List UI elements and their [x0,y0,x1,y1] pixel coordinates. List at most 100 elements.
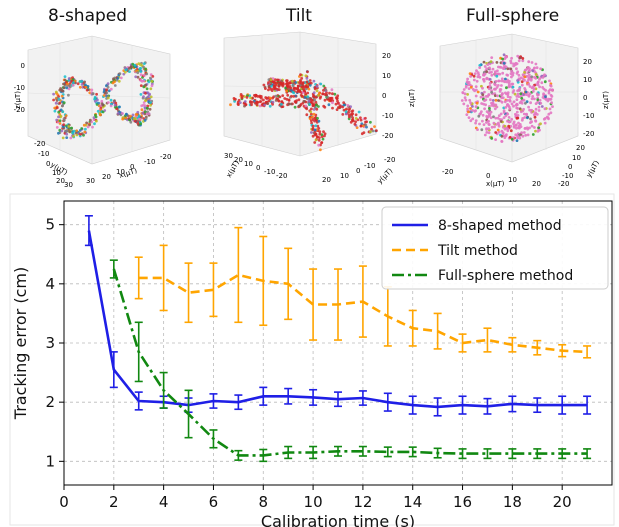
cloud-point [318,132,322,136]
cloud-point [522,131,526,134]
cloud-point [299,73,302,76]
cloud-point [517,73,521,77]
cloud-point [508,96,512,99]
cloud-point [540,105,544,108]
cloud-point [331,101,334,105]
cloud-point [67,87,71,91]
cloud-point [322,104,326,108]
cloud-point [510,75,513,79]
cloud-point [526,116,529,120]
cloud-point [509,59,513,63]
cloud-point [467,116,471,119]
cloud-point [536,83,540,87]
cloud-point [341,113,345,116]
cloud-point [245,96,249,99]
cloud-point [113,103,117,107]
cloud-point [533,75,536,79]
cloud-point [65,132,69,136]
cloud-point [128,118,131,122]
cloud-point [289,102,293,106]
cloud-point [466,93,469,96]
cloud-point [485,131,489,134]
cloud-point [469,75,472,78]
cloud-point [518,136,522,140]
cloud-point [83,80,86,84]
cloud-point [63,75,67,78]
cloud-point [551,88,554,92]
cloud-point [144,83,148,87]
cloud-point [146,104,150,108]
cloud-point [513,92,517,96]
cloud-point [494,83,497,87]
cloud-point [475,79,479,83]
cloud-point [542,87,546,91]
cloud-point [512,100,516,104]
cloud-point [354,113,358,117]
cloud-point [494,131,498,134]
cloud-point [543,117,547,120]
cloud-point [112,77,115,81]
cloud-point [510,137,514,141]
cloud-point [88,91,92,95]
cloud-point [520,94,523,98]
cloud-point [240,96,244,100]
y-tick-label: 4 [45,275,55,293]
cloud-point [502,134,506,138]
cloud-point [515,98,519,101]
cloud-point [483,72,487,76]
cloud-point [503,80,507,84]
cloud-point [319,148,322,152]
cloud-point [57,131,60,135]
cloud-point [504,77,507,81]
cloud-point [64,114,68,117]
cloud-point [507,116,511,119]
cloud-point [354,120,357,124]
cloud-point [139,70,143,73]
cloud-point [482,78,486,81]
cloud-point [274,81,278,85]
cloud-point [510,82,514,86]
cloud-point [361,124,365,128]
cloud-point [469,101,472,105]
cloud-point [310,131,313,134]
cloud-point [482,60,486,64]
cloud-point [91,125,94,129]
cloud-point [467,87,471,90]
cloud-point [311,115,314,119]
cloud-point [149,73,153,76]
cloud-point [344,110,348,114]
cloud-point [109,87,113,91]
cloud-point [518,56,522,60]
cloud-point [524,101,527,105]
cloud-point [290,88,293,92]
x-tick-label: 14 [403,493,422,511]
cloud-point [271,80,275,84]
cloud-point [300,77,304,80]
cloud-point [116,112,120,115]
cloud-point [307,87,311,91]
cloud-point [278,95,282,99]
cloud-point [509,72,513,76]
cloud-point [304,87,308,91]
y-tick-4: -20 [384,156,395,164]
cloud-point [269,84,273,88]
cloud-point [117,79,121,83]
cloud-point [290,79,294,83]
cloud-point [59,108,63,112]
cloud-point [57,98,61,101]
cloud-point [310,107,313,111]
cloud-point [501,96,505,100]
cloud-point [520,131,523,135]
z-tick-3: -10 [583,112,594,120]
panel-full-sphere: z(μT) 20 10 0 -10 -20 x(μT) -20 0 10 20 … [428,28,614,188]
cloud-point [139,63,142,67]
cloud-point [313,98,317,102]
cloud-point [137,117,141,121]
cloud-point [309,81,313,85]
cloud-point [519,76,523,80]
cloud-point [492,104,496,108]
cloud-point [305,80,309,84]
cloud-point [478,66,482,69]
cloud-point [500,93,503,97]
cloud-point [96,98,99,102]
